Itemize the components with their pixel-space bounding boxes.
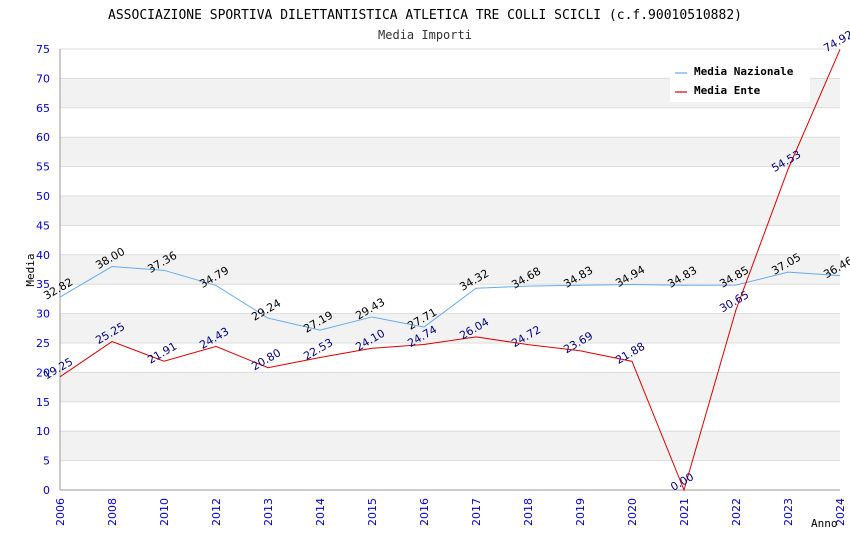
x-tick-label: 2010 — [158, 498, 171, 526]
y-tick-label: 30 — [36, 308, 50, 321]
chart-subtitle: Media Importi — [378, 28, 472, 42]
data-label: 30.65 — [717, 288, 751, 315]
y-tick-label: 5 — [43, 455, 50, 468]
y-tick-labels: 0 5 10 15 20 25 30 35 40 45 50 55 60 65 70 75 — [36, 43, 50, 497]
x-tick-label: 2008 — [106, 498, 119, 526]
y-tick-label: 50 — [36, 190, 50, 203]
y-tick-label: 10 — [36, 425, 50, 438]
series-line-media-nazionale — [59, 266, 841, 331]
y-tick-label: 70 — [36, 72, 50, 85]
grid-band — [60, 431, 840, 461]
y-axis-label: Media — [24, 253, 37, 286]
y-tick-label: 25 — [36, 337, 50, 350]
x-tick-label: 2019 — [574, 498, 587, 526]
series-group — [59, 49, 841, 492]
x-tick-label: 2023 — [782, 498, 795, 526]
data-label: 21.91 — [145, 340, 179, 367]
grid-band — [60, 254, 840, 285]
grid-bands — [60, 78, 840, 461]
series-line-media-ente — [59, 49, 841, 492]
y-tick-label: 15 — [36, 396, 50, 409]
y-tick-label: 45 — [36, 219, 50, 232]
grid-band — [60, 313, 840, 343]
y-tick-label: 55 — [36, 161, 50, 174]
x-tick-label: 2016 — [418, 498, 431, 526]
x-tick-label: 2022 — [730, 498, 743, 526]
grid-band — [60, 196, 840, 226]
x-tick-label: 2012 — [210, 498, 223, 526]
data-label: 20.80 — [249, 346, 283, 373]
y-tick-label: 20 — [36, 366, 50, 379]
grid-lines — [60, 48, 840, 491]
y-tick-label: 0 — [43, 484, 50, 497]
x-tick-label: 2013 — [262, 498, 275, 526]
x-tick-label: 2024 — [834, 498, 847, 526]
legend-label-media-ente: Media Ente — [694, 84, 761, 97]
data-label: 21.88 — [613, 340, 647, 367]
y-tick-label: 60 — [36, 131, 50, 144]
x-tick-label: 2017 — [470, 498, 483, 526]
grid-band — [60, 137, 840, 167]
y-tick-label: 75 — [36, 43, 50, 56]
x-tick-label: 2014 — [314, 498, 327, 526]
x-axis-label: Anno — [811, 517, 838, 530]
data-label: 74.92 — [821, 28, 850, 55]
x-tick-label: 2006 — [54, 498, 67, 526]
y-tick-label: 40 — [36, 249, 50, 262]
x-tick-labels: 2006 2008 2010 2012 2013 2014 2015 2016 2017 2018… — [54, 498, 847, 526]
legend-label-media-nazionale: Media Nazionale — [694, 65, 794, 78]
x-tick-label: 2020 — [626, 498, 639, 526]
chart-title: ASSOCIAZIONE SPORTIVA DILETTANTISTICA AT… — [108, 8, 742, 23]
x-tick-label: 2015 — [366, 498, 379, 526]
y-tick-label: 35 — [36, 278, 50, 291]
y-tick-label: 65 — [36, 102, 50, 115]
legend-box — [670, 58, 810, 102]
x-tick-label: 2021 — [678, 498, 691, 526]
x-tick-label: 2018 — [522, 498, 535, 526]
legend: Media Nazionale Media Ente — [670, 58, 810, 102]
grid-band — [60, 372, 840, 402]
